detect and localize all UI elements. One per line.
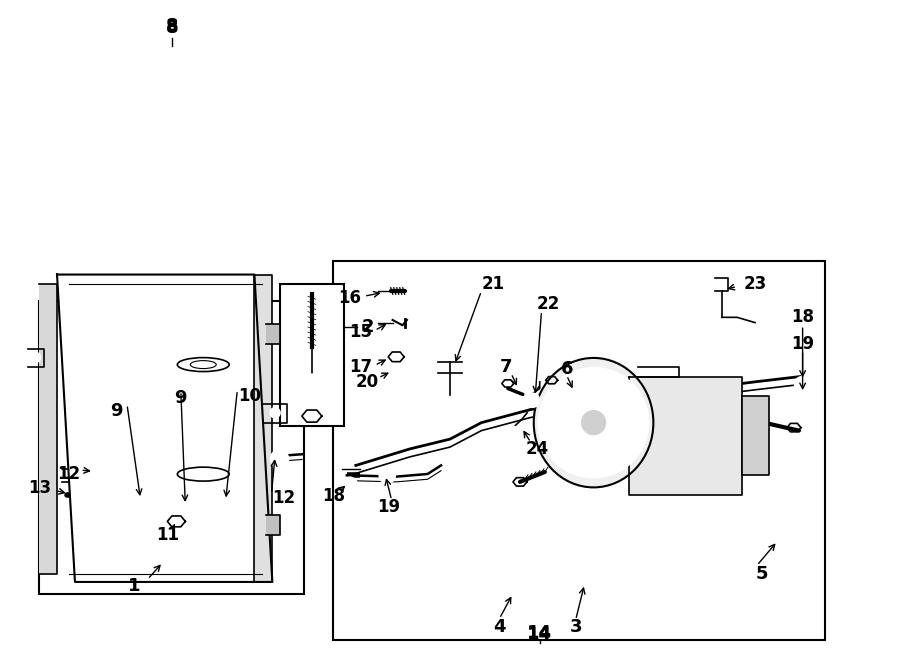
Polygon shape bbox=[742, 397, 769, 475]
Text: 20: 20 bbox=[356, 373, 379, 391]
Polygon shape bbox=[629, 377, 742, 495]
Text: 15: 15 bbox=[349, 323, 372, 341]
Polygon shape bbox=[57, 274, 273, 582]
Circle shape bbox=[303, 374, 320, 392]
Text: 13: 13 bbox=[29, 479, 51, 498]
Circle shape bbox=[271, 450, 289, 468]
Circle shape bbox=[405, 371, 415, 381]
Polygon shape bbox=[39, 284, 57, 574]
Text: 18: 18 bbox=[322, 487, 345, 506]
Text: 4: 4 bbox=[493, 617, 506, 636]
Circle shape bbox=[88, 465, 106, 483]
Text: 21: 21 bbox=[482, 276, 505, 293]
Text: 22: 22 bbox=[537, 295, 561, 313]
Circle shape bbox=[219, 494, 233, 508]
Circle shape bbox=[581, 410, 606, 434]
Text: 9: 9 bbox=[175, 389, 187, 407]
Text: 8: 8 bbox=[166, 19, 178, 37]
Circle shape bbox=[598, 440, 603, 446]
Circle shape bbox=[303, 395, 320, 413]
Ellipse shape bbox=[534, 358, 653, 487]
Circle shape bbox=[598, 399, 603, 405]
Circle shape bbox=[303, 385, 320, 403]
Text: 19: 19 bbox=[377, 498, 400, 516]
Circle shape bbox=[31, 352, 40, 362]
Text: 6: 6 bbox=[561, 360, 573, 377]
Circle shape bbox=[572, 432, 579, 438]
Ellipse shape bbox=[177, 467, 230, 481]
Text: 14: 14 bbox=[527, 624, 553, 642]
Text: 18: 18 bbox=[791, 308, 814, 327]
Polygon shape bbox=[266, 515, 280, 535]
Circle shape bbox=[178, 501, 193, 515]
Text: 17: 17 bbox=[348, 358, 372, 375]
Circle shape bbox=[572, 407, 579, 412]
Text: 5: 5 bbox=[756, 565, 769, 583]
Text: 19: 19 bbox=[791, 334, 814, 353]
Bar bbox=[176, 407, 232, 475]
Circle shape bbox=[270, 408, 280, 418]
Circle shape bbox=[613, 420, 618, 426]
Bar bbox=[39, 301, 304, 594]
Bar bbox=[280, 284, 344, 426]
Text: 12: 12 bbox=[273, 489, 295, 508]
Polygon shape bbox=[255, 274, 273, 582]
Circle shape bbox=[795, 377, 811, 393]
Text: 23: 23 bbox=[743, 276, 767, 293]
Text: 16: 16 bbox=[338, 289, 361, 307]
Circle shape bbox=[391, 338, 402, 350]
Text: 2: 2 bbox=[361, 318, 374, 336]
Bar bbox=[333, 261, 825, 640]
Circle shape bbox=[136, 494, 150, 508]
Polygon shape bbox=[266, 324, 280, 344]
Text: 1: 1 bbox=[128, 577, 140, 595]
Text: 10: 10 bbox=[238, 387, 261, 405]
Text: 3: 3 bbox=[570, 617, 582, 636]
Text: 12: 12 bbox=[57, 465, 80, 483]
Text: 8: 8 bbox=[166, 17, 178, 36]
Circle shape bbox=[504, 426, 518, 440]
Text: 11: 11 bbox=[156, 525, 179, 543]
Text: 9: 9 bbox=[110, 402, 122, 420]
Circle shape bbox=[379, 467, 395, 483]
Circle shape bbox=[526, 393, 539, 407]
Circle shape bbox=[539, 368, 648, 477]
Circle shape bbox=[73, 351, 85, 363]
Text: 14: 14 bbox=[527, 625, 553, 644]
Text: 7: 7 bbox=[500, 358, 512, 375]
Circle shape bbox=[341, 477, 357, 493]
Text: 24: 24 bbox=[526, 440, 549, 458]
Circle shape bbox=[795, 389, 811, 405]
Circle shape bbox=[303, 406, 320, 424]
